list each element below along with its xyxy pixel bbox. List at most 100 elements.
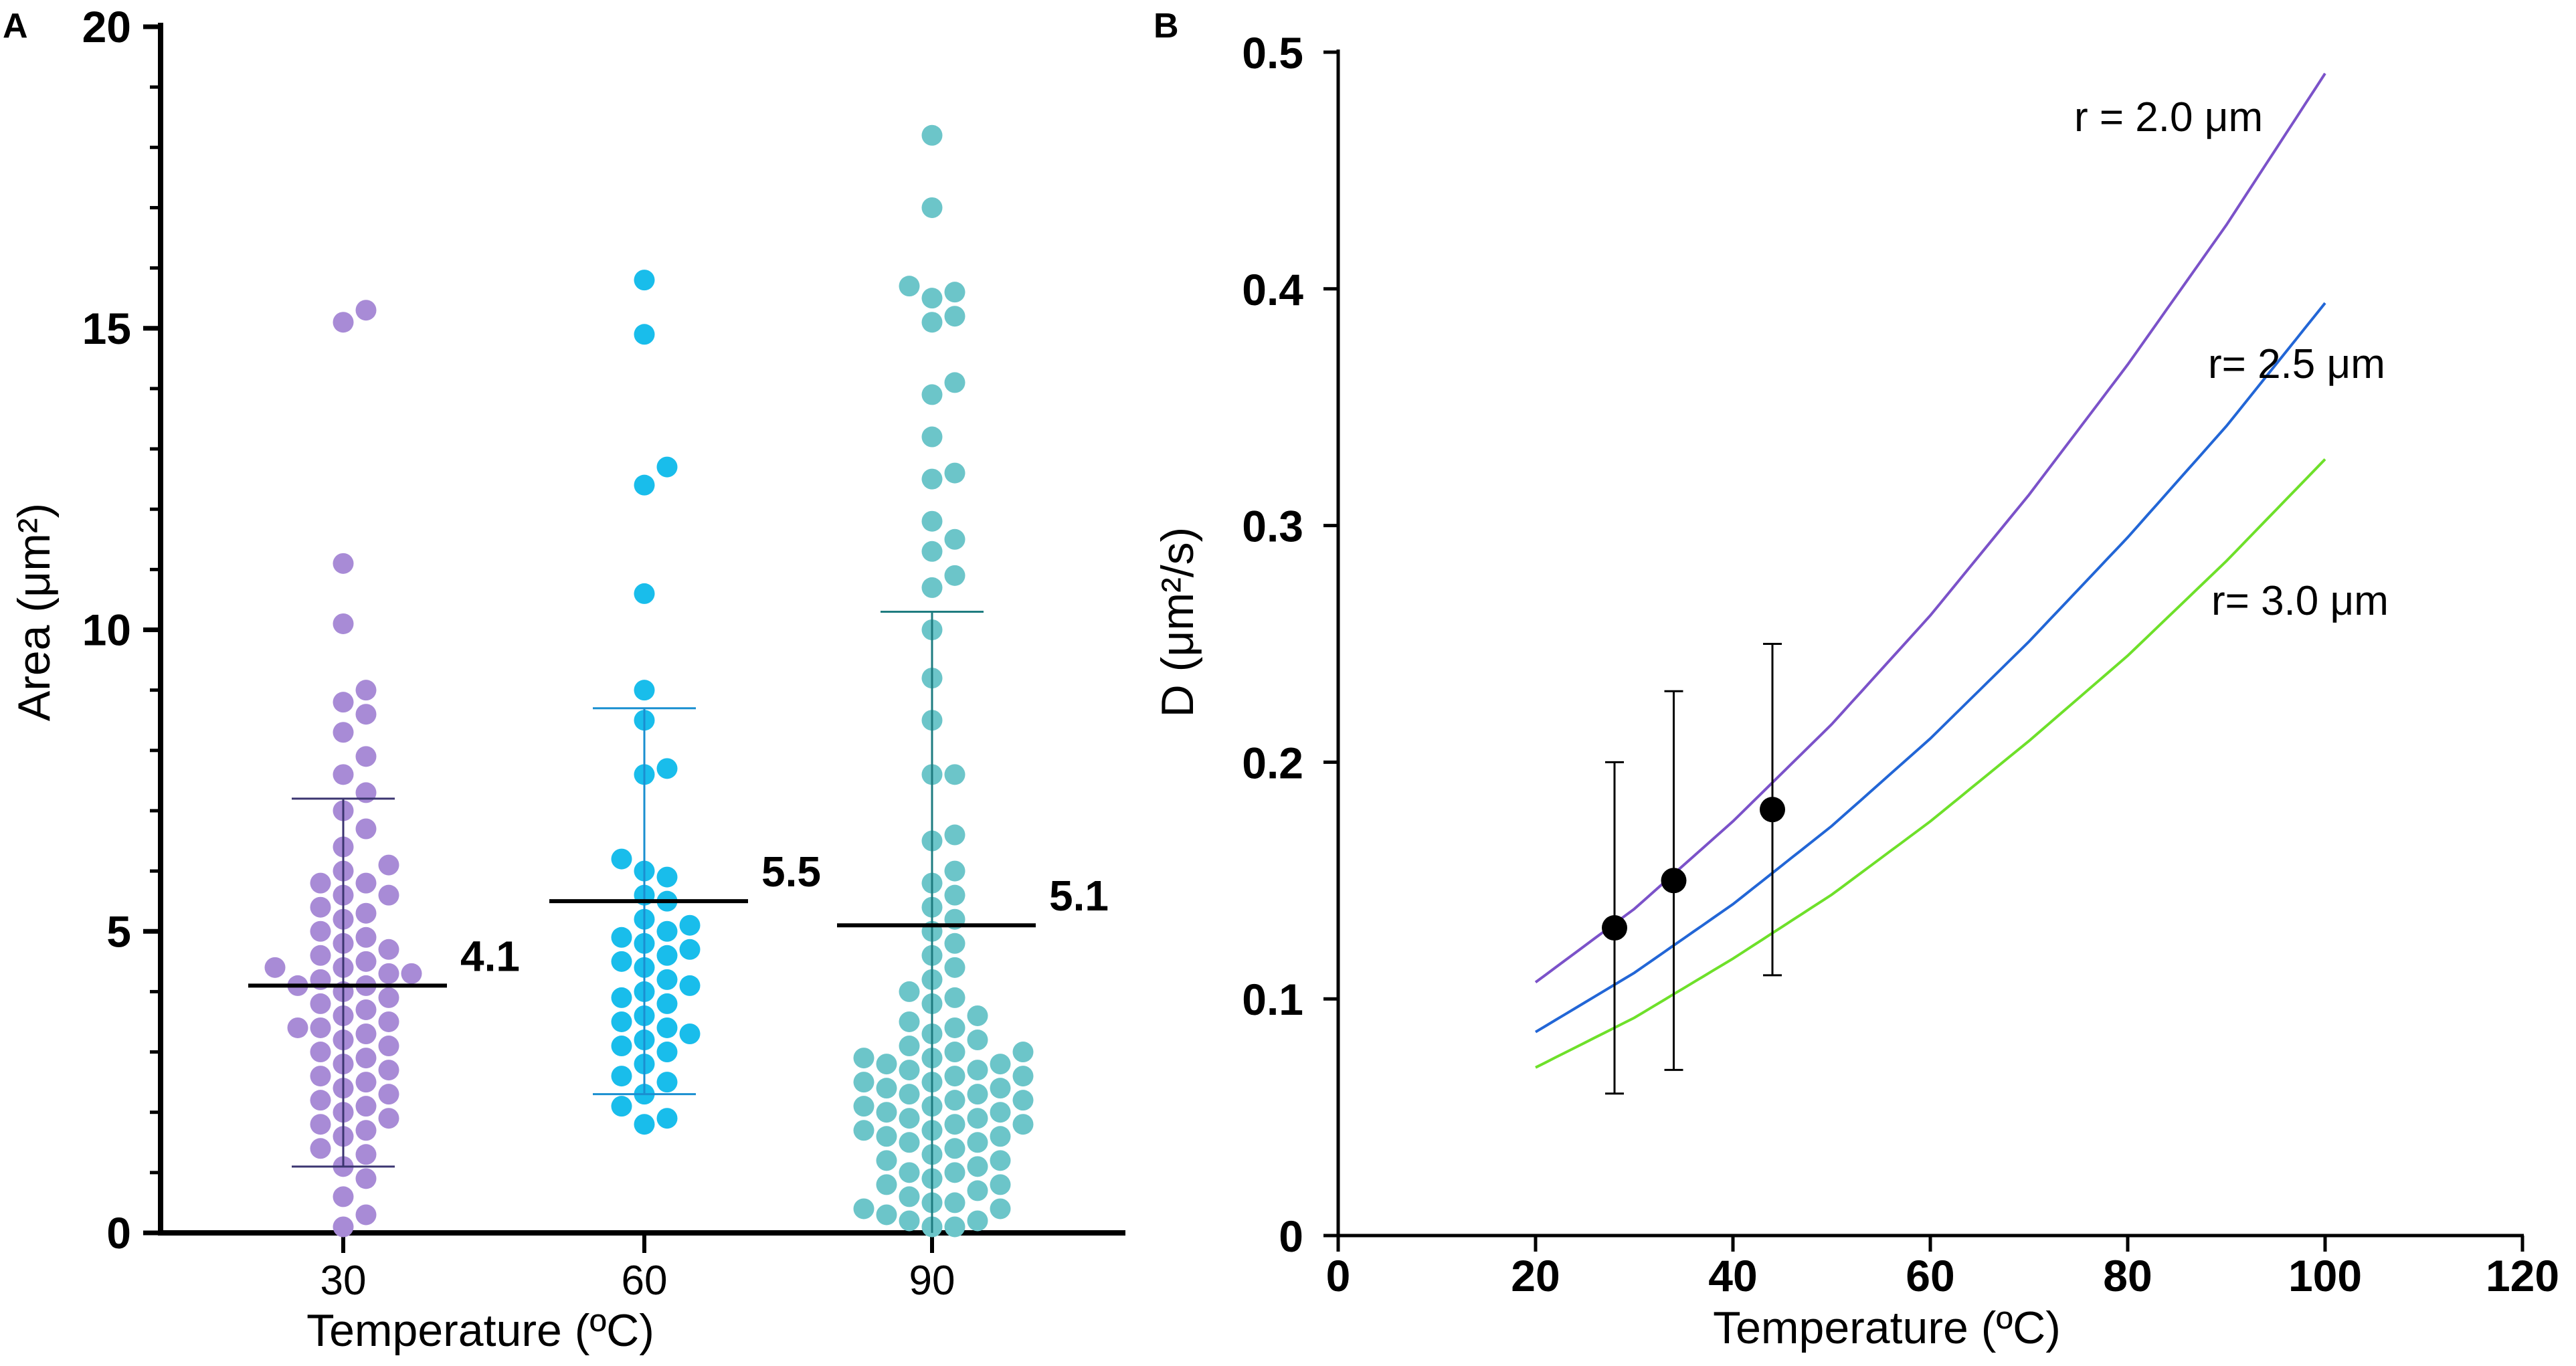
data-point-group	[1760, 643, 1785, 977]
data-point	[378, 854, 399, 876]
data-point	[944, 1042, 965, 1063]
panel-a-x-ticks: 30 60 90	[320, 1233, 955, 1304]
data-point	[333, 722, 354, 743]
data-point	[944, 1066, 965, 1087]
data-point	[378, 1011, 399, 1032]
data-point	[921, 541, 943, 562]
data-point	[944, 1090, 965, 1111]
data-point	[310, 1114, 331, 1135]
data-point-group	[1661, 690, 1687, 1071]
data-point	[944, 1138, 965, 1159]
data-point	[967, 1060, 988, 1081]
data-point	[899, 1186, 920, 1207]
data-point	[634, 1114, 655, 1135]
data-point	[921, 468, 943, 490]
data-point	[310, 1042, 331, 1063]
data-point	[990, 1102, 1011, 1123]
data-point	[355, 1096, 377, 1117]
data-point	[634, 680, 655, 701]
panel-b-points	[1602, 643, 1785, 1095]
data-point	[876, 1150, 897, 1171]
data-point	[634, 583, 655, 604]
data-point	[944, 282, 965, 303]
data-point	[967, 1030, 988, 1051]
data-point	[333, 1216, 354, 1238]
data-point	[333, 764, 354, 785]
data-point	[967, 1005, 988, 1026]
data-point	[944, 1114, 965, 1135]
data-point	[944, 764, 965, 785]
data-point	[899, 1011, 920, 1032]
data-point	[944, 565, 965, 586]
data-point	[990, 1174, 1011, 1195]
data-point	[876, 1078, 897, 1099]
data-point	[899, 1060, 920, 1081]
data-point	[355, 872, 377, 894]
data-point	[921, 577, 943, 598]
data-point	[990, 1198, 1011, 1219]
data-point	[1012, 1114, 1034, 1135]
data-point	[967, 1180, 988, 1201]
data-point	[656, 920, 678, 942]
y-tick-label: 10	[82, 605, 131, 655]
data-point	[401, 963, 422, 984]
panel-b-y-ticks: 0 0.1 0.2 0.3 0.4 0.5	[1242, 28, 1338, 1261]
data-point	[611, 1066, 632, 1087]
data-point	[355, 680, 377, 701]
data-point	[944, 1017, 965, 1038]
group-90: 5.1	[837, 124, 1109, 1238]
data-point	[310, 896, 331, 918]
panel-b-y-label: D (μm²/s)	[1152, 527, 1203, 718]
data-point	[355, 1048, 377, 1069]
data-point	[944, 1162, 965, 1183]
y-tick-label: 0.3	[1242, 502, 1303, 551]
data-point	[899, 1210, 920, 1232]
data-point	[1760, 797, 1785, 823]
panel-b-series: r = 2.0 μm r= 2.5 μm r= 3.0 μm	[1534, 72, 2389, 1069]
data-point	[876, 1126, 897, 1147]
x-tick-label: 120	[2486, 1251, 2559, 1300]
panel-a-y-label: Area (μm²)	[9, 503, 60, 721]
data-point	[634, 324, 655, 345]
data-point	[264, 957, 286, 978]
data-point	[944, 1216, 965, 1238]
data-point	[378, 963, 399, 984]
data-point	[853, 1096, 875, 1117]
data-point	[656, 1017, 678, 1038]
data-point	[355, 926, 377, 948]
x-tick-label: 30	[320, 1258, 367, 1304]
data-point	[378, 1108, 399, 1129]
data-point	[679, 1023, 701, 1045]
data-point	[899, 1108, 920, 1129]
data-point	[944, 306, 965, 327]
data-point	[944, 528, 965, 550]
data-point	[634, 270, 655, 291]
data-point	[310, 1138, 331, 1159]
y-tick-label: 0.4	[1242, 265, 1303, 314]
mean-label: 4.1	[460, 932, 520, 980]
series-line	[1535, 458, 2326, 1069]
data-point	[921, 510, 943, 532]
data-point	[355, 1168, 377, 1189]
y-tick-label: 20	[82, 2, 131, 52]
data-point	[656, 866, 678, 888]
data-point	[634, 474, 655, 496]
data-point	[611, 1096, 632, 1117]
data-point	[967, 1132, 988, 1153]
data-point	[355, 300, 377, 321]
data-point	[944, 884, 965, 906]
panel-b-x-label: Temperature (ºC)	[1713, 1302, 2061, 1353]
data-point	[1012, 1090, 1034, 1111]
data-point	[944, 372, 965, 393]
data-point	[656, 945, 678, 966]
y-tick-label: 0	[1279, 1211, 1303, 1261]
data-point	[355, 902, 377, 924]
data-point	[899, 981, 920, 1002]
panel-b-letter: B	[1154, 7, 1179, 45]
data-point	[944, 1192, 965, 1213]
data-point	[333, 692, 354, 713]
x-tick-label: 0	[1326, 1251, 1351, 1300]
data-point	[355, 1144, 377, 1165]
data-point	[921, 384, 943, 405]
